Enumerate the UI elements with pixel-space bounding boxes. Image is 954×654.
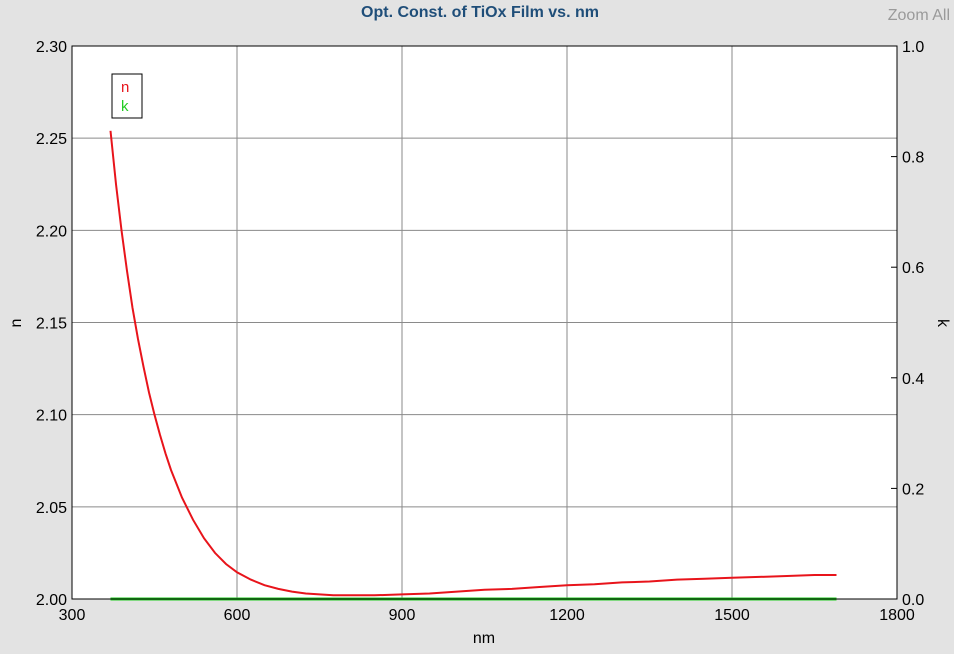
legend: n k: [111, 73, 143, 119]
legend-entry-n: n: [121, 79, 129, 96]
x-tick-label: 600: [224, 607, 251, 624]
x-axis-label: nm: [473, 630, 495, 647]
chart-title: Opt. Const. of TiOx Film vs. nm: [361, 4, 599, 21]
x-tick-label: 300: [59, 607, 86, 624]
y-axis-label: n: [8, 319, 25, 328]
x-tick-label: 900: [389, 607, 416, 624]
x-tick-label: 1200: [549, 607, 585, 624]
y2-tick-label: 0.4: [902, 371, 924, 388]
y-tick-label: 2.05: [36, 500, 67, 517]
y2-tick-label: 1.0: [902, 39, 924, 56]
y-tick-label: 2.20: [36, 223, 67, 240]
y2-tick-label: 0.0: [902, 592, 924, 609]
zoom-all-button[interactable]: Zoom All: [887, 7, 950, 24]
y2-tick-label: 0.8: [902, 150, 924, 167]
y2-axis-label: k: [934, 319, 951, 328]
series-line-n: [109, 130, 837, 597]
legend-box: [111, 73, 143, 119]
legend-entry-k: k: [121, 98, 129, 115]
y-tick-label: 2.30: [36, 39, 67, 56]
axis-ticks: 300 600 900 1200 1500 1800 2.00 2.05 2.10 2.15 2.2…: [36, 39, 924, 624]
y-tick-label: 2.10: [36, 408, 67, 425]
y2-tick-label: 0.6: [902, 260, 924, 277]
x-tick-label: 1800: [879, 607, 915, 624]
plot-border: [71, 45, 898, 600]
y-tick-label: 2.25: [36, 131, 67, 148]
y-tick-label: 2.15: [36, 316, 67, 333]
x-tick-label: 1500: [714, 607, 750, 624]
y2-tick-label: 0.2: [902, 481, 924, 498]
y-tick-label: 2.00: [36, 592, 67, 609]
